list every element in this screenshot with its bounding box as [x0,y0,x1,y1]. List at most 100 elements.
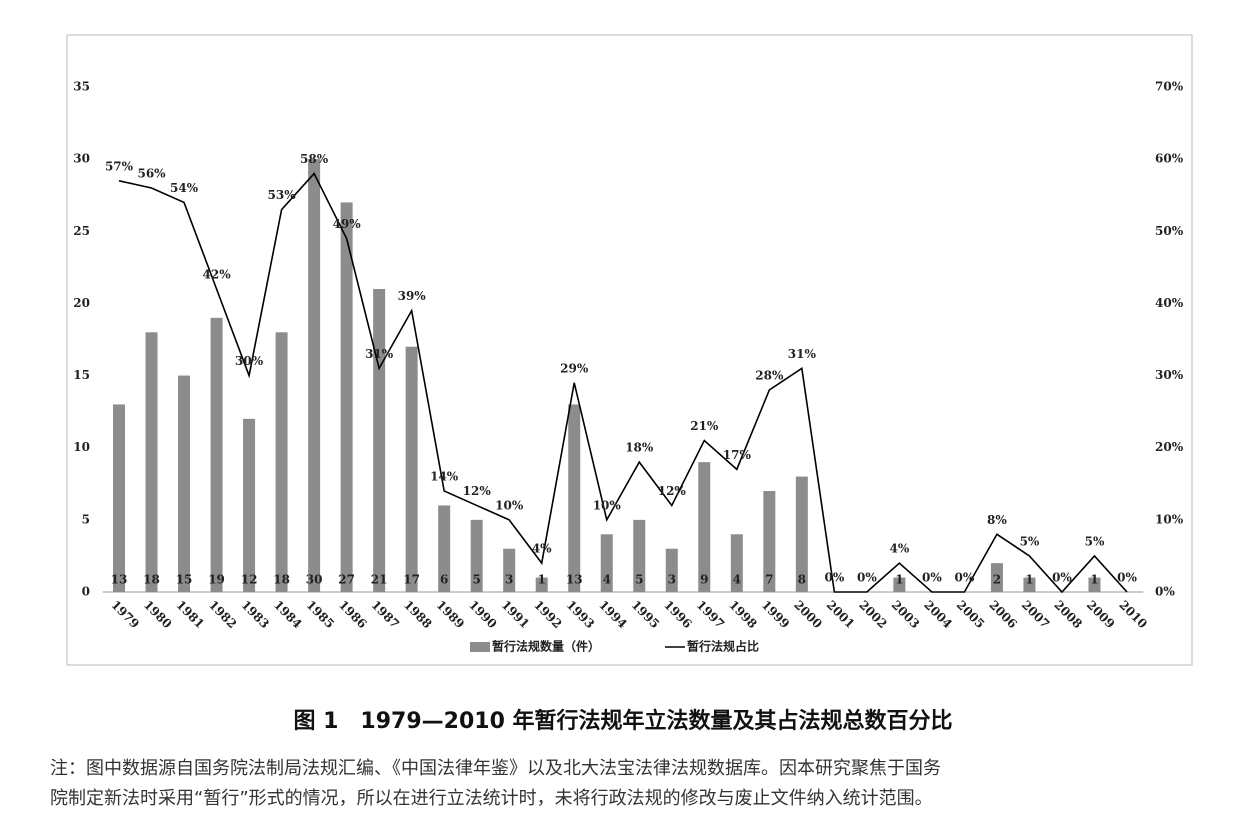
bar [795,476,808,592]
x-tick-label: 1994 [596,598,630,632]
bar [568,404,581,592]
line-value-label: 29% [560,361,589,375]
line-value-label: 21% [690,419,719,433]
x-tick-label: 2007 [1019,598,1053,632]
x-tick-label: 2001 [824,598,858,632]
bar-value-label: 12 [241,573,258,587]
x-tick-label: 1980 [141,598,175,632]
bar [990,563,1003,592]
bar-value-label: 4 [603,573,611,587]
bar [763,491,776,592]
x-tick-label: 2008 [1051,598,1085,632]
bar [470,519,483,592]
x-tick-label: 1985 [304,598,338,632]
line-value-label: 17% [723,448,752,462]
bar [340,202,353,592]
bar [633,519,646,592]
bar-value-label: 7 [765,573,773,587]
line-value-label: 58% [300,152,329,166]
line-value-label: 0% [1052,571,1072,585]
line-value-label: 49% [333,217,362,231]
line-value-label: 0% [1117,571,1137,585]
bar-value-label: 18 [143,573,160,587]
x-tick-label: 1992 [531,598,565,632]
note-line: 注：图中数据源自国务院法制局法规汇编、《中国法律年鉴》以及北大法宝法律法规数据库… [50,758,941,779]
bar [275,332,288,592]
legend-label: 暂行法规占比 [687,639,759,654]
line [118,172,1128,594]
bar-value-label: 15 [176,573,193,587]
x-tick-label: 1988 [401,598,435,632]
x-tick-label: 1990 [466,598,500,632]
bar [600,534,613,592]
bar-value-label: 5 [473,573,481,587]
bar [145,332,158,592]
bar-value-label: 5 [635,573,643,587]
legend-swatch [470,642,490,652]
y-tick-label: 15 [73,368,90,382]
note-line: 院制定新法时采用“暂行”形式的情况，所以在进行立法统计时，未将行政法规的修改与废… [50,788,933,809]
x-tick-label: 1999 [759,598,793,632]
bar [730,534,743,592]
bar-value-label: 27 [338,573,355,587]
bar-value-label: 9 [700,573,708,587]
x-tick-label: 1986 [336,598,370,632]
line-value-label: 42% [203,268,232,282]
bar-value-label: 13 [111,573,128,587]
y-tick-label: 35 [73,80,90,94]
line-value-label: 4% [532,542,552,556]
line-value-label: 31% [788,347,817,361]
bar-value-label: 6 [440,573,448,587]
caption: 图 1 1979—2010 年暂行法规年立法数量及其占法规总数百分比 [293,709,953,734]
x-tick-label: 1981 [173,598,207,632]
bar-value-label: 4 [733,573,741,587]
line-value-label: 0% [955,571,975,585]
x-tick-label: 1997 [694,598,728,632]
line-value-label: 0% [857,571,877,585]
x-tick-label: 1996 [661,598,695,632]
line-value-label: 4% [890,542,910,556]
bar-value-label: 13 [566,573,583,587]
line-value-label: 18% [625,441,654,455]
bar [1088,577,1101,592]
x-tick-label: 1979 [108,598,142,632]
x-tick-label: 2005 [954,598,988,632]
line-value-label: 5% [1085,534,1105,548]
y2-tick-label: 60% [1155,152,1184,166]
chart-frame [66,34,1193,666]
bar [373,289,386,592]
y2-tick-label: 40% [1155,296,1184,310]
y-tick-label: 30 [73,152,90,166]
x-tick-label: 1993 [564,598,598,632]
line-value-label: 0% [824,571,844,585]
line-value-label: 14% [430,470,459,484]
y2-tick-label: 20% [1155,440,1184,454]
line-value-label: 28% [755,369,784,383]
x-tick-label: 2004 [921,598,955,632]
bar [438,505,451,592]
x-tick-label: 2002 [856,598,890,632]
line-value-label: 39% [398,289,427,303]
bar [210,317,223,592]
bar [113,404,126,592]
x-tick-label: 1983 [238,598,272,632]
line-value-label: 31% [365,347,394,361]
legend-label: 暂行法规数量（件） [492,639,600,654]
line-value-label: 0% [922,571,942,585]
x-tick-label: 1989 [434,598,468,632]
bar [178,375,191,592]
bar [535,577,548,592]
bar [1023,577,1036,592]
line-value-label: 10% [593,498,622,512]
bar [405,346,418,592]
x-tick-label: 2003 [889,598,923,632]
x-tick-label: 1991 [499,598,533,632]
bar-value-label: 2 [993,573,1001,587]
bar-value-label: 3 [668,573,676,587]
bar [698,462,711,592]
line-value-label: 53% [268,188,297,202]
bar [503,548,516,592]
line-value-label: 30% [235,354,264,368]
y2-tick-label: 50% [1155,224,1184,238]
